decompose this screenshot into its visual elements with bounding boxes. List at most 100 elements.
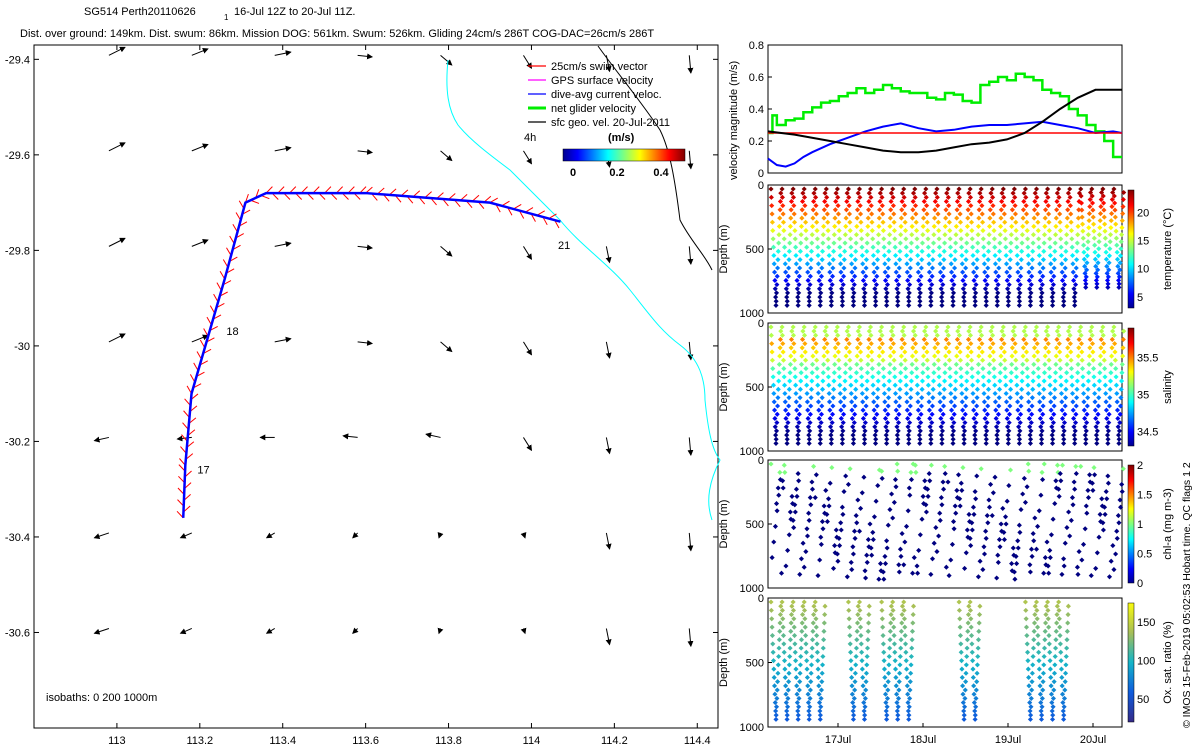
geo-arrow: [108, 46, 126, 56]
section-dot: [1035, 624, 1041, 630]
geo-arrow: [191, 48, 209, 56]
section-dot: [1038, 716, 1045, 722]
title-line1-subscript: 1: [224, 13, 229, 22]
interval-label: 4h: [524, 132, 536, 144]
section-dot: [958, 374, 964, 380]
section-dot: [868, 203, 874, 209]
section-dot: [1073, 282, 1079, 288]
section-dot: [1047, 236, 1053, 242]
section-dot: [975, 653, 981, 660]
section-dot: [995, 282, 1001, 288]
section-dot: [833, 527, 839, 533]
geo-arrow: [108, 333, 126, 343]
section-dot: [1028, 420, 1034, 426]
section-dot: [1040, 411, 1046, 417]
section-frame: [767, 459, 1123, 589]
section-dot: [924, 203, 930, 209]
geo-arrow: [191, 239, 209, 247]
section-dot: [890, 515, 896, 521]
section-dot: [962, 290, 968, 296]
section-dot: [1074, 248, 1080, 254]
section-dot: [1084, 411, 1090, 417]
section-tick-label: 1000: [740, 722, 764, 734]
section-dot: [971, 407, 977, 413]
section-dot: [901, 203, 908, 209]
section-dot: [936, 374, 942, 380]
section-dot: [811, 328, 817, 334]
section-dot: [1081, 407, 1087, 413]
section-dot: [957, 496, 963, 502]
section-dot: [901, 599, 907, 605]
coastline-isobath: [446, 59, 721, 521]
section-dot: [855, 603, 861, 609]
section-dot: [995, 552, 1001, 558]
section-dot: [798, 556, 804, 562]
section-dot: [895, 704, 901, 710]
section-dot: [978, 466, 984, 472]
section-dot: [1027, 700, 1033, 706]
section-dot: [887, 637, 893, 643]
legend-label: sfc geo. vel. 20-Jul-2011: [551, 117, 670, 129]
section-dot: [1052, 248, 1058, 254]
section-dot: [890, 599, 896, 605]
section-dot: [1049, 286, 1055, 292]
section-dot: [982, 286, 989, 292]
section-dot: [798, 361, 805, 367]
section-dot: [996, 537, 1002, 543]
section-dot: [1054, 198, 1060, 205]
legend-label: 25cm/s swim vector: [551, 61, 648, 73]
section-dot: [908, 653, 914, 660]
section-dot: [940, 479, 946, 485]
section-dot: [803, 357, 809, 363]
section-dot: [969, 641, 975, 647]
section-dot: [772, 424, 778, 430]
section-dot: [831, 378, 837, 384]
section-dot: [1090, 207, 1096, 213]
section-dot: [1094, 284, 1100, 290]
section-dot: [853, 378, 859, 384]
section-dot: [1061, 282, 1068, 288]
section-dot: [850, 700, 856, 706]
section-dot: [1045, 607, 1051, 613]
section-dot: [856, 528, 863, 534]
section-dot: [1073, 411, 1079, 417]
section-dot: [929, 411, 935, 417]
section-dot: [940, 273, 946, 279]
section-dot: [839, 286, 845, 292]
section-dot: [796, 411, 802, 417]
section-dot: [1102, 228, 1108, 234]
section-dot: [969, 374, 975, 380]
section-dot: [1075, 361, 1081, 367]
section-dot: [883, 286, 889, 292]
section-dot: [931, 361, 937, 367]
colorbar-tick-label: 1.5: [1137, 490, 1152, 502]
section-dot: [1109, 336, 1115, 343]
section-tick-label: 1000: [740, 446, 764, 458]
section-dot: [855, 497, 861, 503]
section-dot: [905, 508, 911, 514]
section-dot: [1068, 211, 1074, 217]
section-dot: [959, 674, 965, 680]
section-dot: [1048, 691, 1055, 697]
section-dot: [1074, 257, 1080, 263]
section-dot: [910, 207, 916, 213]
section-dot: [891, 632, 897, 639]
section-dot: [1017, 290, 1023, 296]
section-dot: [785, 411, 791, 417]
section-dot: [804, 658, 810, 664]
section-dot: [798, 653, 804, 660]
section-dot: [1069, 382, 1075, 388]
section-dot: [780, 624, 786, 630]
section-dot: [842, 378, 848, 384]
section-dot: [989, 513, 995, 519]
section-dot: [851, 695, 857, 701]
section-dot: [1120, 204, 1126, 210]
section-dot: [1094, 428, 1100, 434]
section-dot: [1065, 207, 1071, 213]
section-dot: [1028, 704, 1034, 710]
section-dot: [902, 539, 908, 545]
section-dot: [1076, 207, 1082, 213]
section-dot: [1062, 679, 1068, 685]
section-dot: [981, 551, 988, 557]
